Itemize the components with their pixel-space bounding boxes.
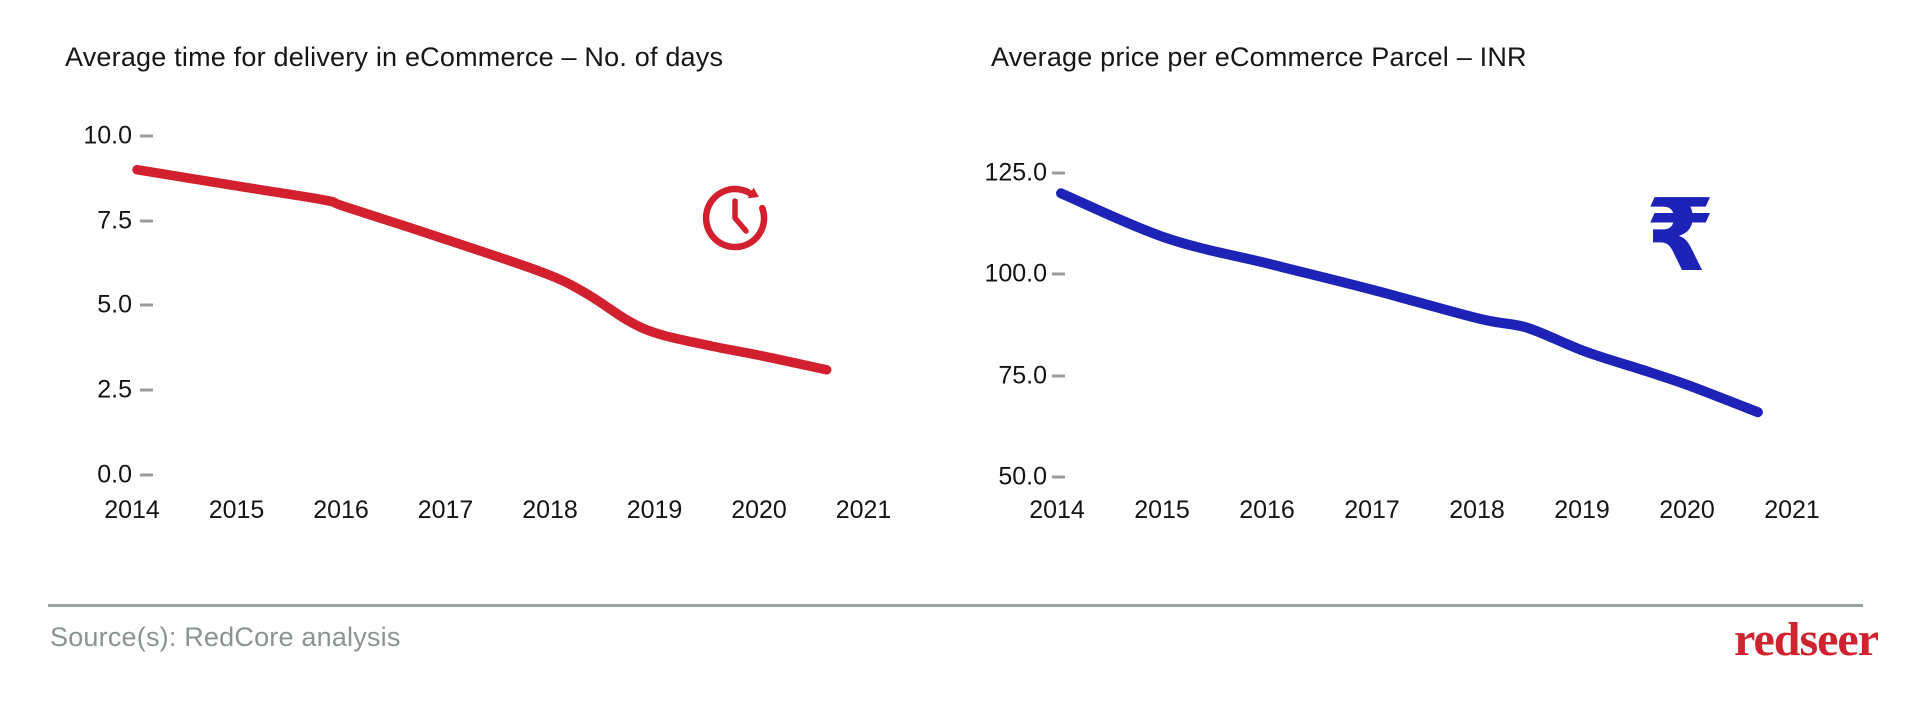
y-tick-mark [1052, 374, 1065, 378]
y-tick-mark [140, 303, 153, 307]
y-tick-label: 2.5 [97, 375, 132, 404]
y-tick-label: 100.0 [984, 259, 1047, 288]
x-tick-label-2018: 2018 [1449, 496, 1505, 524]
y-tick-mark [140, 134, 153, 138]
x-tick-label-2015: 2015 [1134, 496, 1190, 524]
y-tick-label: 75.0 [998, 361, 1047, 390]
left-chart-title: Average time for delivery in eCommerce –… [65, 42, 724, 72]
y-tick-label: 0.0 [97, 460, 132, 489]
y-tick-mark [1052, 171, 1065, 175]
x-tick-label-2016: 2016 [313, 496, 369, 524]
y-tick-label: 10.0 [83, 121, 132, 150]
clock-icon [702, 185, 768, 251]
x-tick-label-2014: 2014 [104, 496, 160, 524]
y-tick-label: 7.5 [97, 206, 132, 235]
x-tick-label-2014: 2014 [1029, 496, 1085, 524]
y-tick-mark [140, 219, 153, 223]
y-tick-mark [1052, 272, 1065, 276]
right-chart-title: Average price per eCommerce Parcel – INR [991, 42, 1527, 72]
footer-divider [48, 604, 1863, 607]
y-tick-label: 50.0 [998, 462, 1047, 491]
x-tick-label-2017: 2017 [1344, 496, 1400, 524]
y-tick-mark [140, 473, 153, 477]
x-tick-label-2020: 2020 [731, 496, 787, 524]
x-tick-label-2016: 2016 [1239, 496, 1295, 524]
y-tick-mark [1052, 475, 1065, 479]
rupee-icon: ₹ [1645, 177, 1715, 294]
y-tick-label: 125.0 [984, 158, 1047, 187]
x-tick-label-2018: 2018 [522, 496, 578, 524]
source-note: Source(s): RedCore analysis [50, 622, 401, 652]
y-tick-mark [140, 388, 153, 392]
x-tick-label-2015: 2015 [208, 496, 265, 524]
x-tick-label-2020: 2020 [1659, 496, 1715, 524]
y-tick-label: 5.0 [97, 290, 132, 319]
x-tick-label-2021: 2021 [835, 496, 892, 524]
x-tick-label-2019: 2019 [626, 496, 683, 524]
x-tick-label-2019: 2019 [1554, 496, 1610, 524]
x-tick-label-2021: 2021 [1764, 496, 1820, 524]
redseer-logo: redseer [1734, 613, 1879, 666]
x-tick-label-2017: 2017 [417, 496, 474, 524]
